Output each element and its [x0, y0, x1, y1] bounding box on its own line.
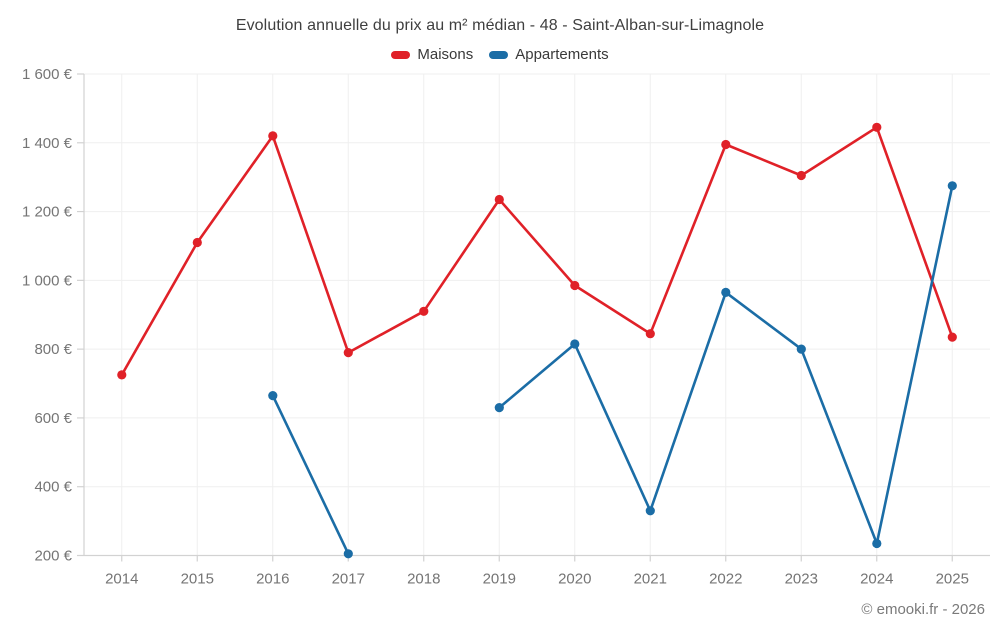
series-point-maisons [494, 194, 504, 205]
series-point-maisons [419, 306, 429, 316]
series-point-appartements [721, 287, 731, 297]
x-tick-label: 2023 [785, 571, 818, 588]
y-tick-label: 1 200 € [22, 204, 73, 221]
series-point-appartements [796, 344, 806, 354]
x-tick-label: 2016 [256, 571, 289, 588]
x-tick-label: 2022 [709, 571, 742, 588]
series-point-appartements [947, 181, 957, 191]
series-point-maisons [872, 122, 882, 132]
series-point-appartements [645, 506, 655, 516]
x-tick-label: 2015 [181, 571, 214, 588]
footer-credit: © emooki.fr - 2026 [861, 601, 985, 618]
x-tick-label: 2018 [407, 571, 440, 588]
series-point-appartements [872, 538, 882, 549]
series-point-appartements [343, 549, 353, 559]
y-tick-label: 1 000 € [22, 272, 73, 289]
y-tick-label: 200 € [34, 548, 72, 565]
series-line-appartements [271, 184, 954, 556]
legend-item-maisons: Maisons [391, 46, 473, 63]
series-line-maisons [120, 126, 954, 377]
series-point-maisons [268, 131, 278, 141]
x-tick-label: 2017 [332, 571, 365, 588]
series-point-maisons [570, 280, 580, 291]
chart-title: Evolution annuelle du prix au m² médian … [235, 17, 765, 34]
legend-swatch-appartements [489, 50, 509, 59]
series-point-appartements [494, 403, 504, 413]
series-point-appartements [268, 391, 278, 401]
chart-legend: Maisons Appartements [0, 46, 1000, 63]
series-point-maisons [721, 139, 731, 150]
y-tick-label: 1 400 € [22, 135, 73, 152]
series-point-maisons [117, 370, 127, 380]
y-tick-label: 400 € [34, 479, 72, 496]
x-tick-label: 2019 [483, 571, 516, 588]
series-point-maisons [796, 170, 806, 181]
x-tick-label: 2024 [860, 571, 893, 588]
legend-label-appartements: Appartements [515, 46, 609, 63]
y-tick-label: 800 € [34, 341, 72, 358]
x-tick-label: 2020 [558, 571, 591, 588]
legend-label-maisons: Maisons [417, 46, 474, 63]
legend-item-appartements: Appartements [489, 46, 609, 63]
series-point-maisons [645, 329, 655, 339]
x-tick-label: 2021 [634, 571, 667, 588]
series-point-maisons [343, 348, 353, 358]
series-point-maisons [192, 237, 202, 248]
series-point-appartements [570, 339, 580, 349]
series-point-maisons [947, 332, 957, 342]
x-tick-label: 2014 [105, 571, 138, 588]
legend-swatch-maisons [391, 50, 411, 59]
y-tick-label: 600 € [34, 410, 72, 427]
y-tick-label: 1 600 € [22, 66, 73, 83]
x-tick-label: 2025 [936, 571, 969, 588]
